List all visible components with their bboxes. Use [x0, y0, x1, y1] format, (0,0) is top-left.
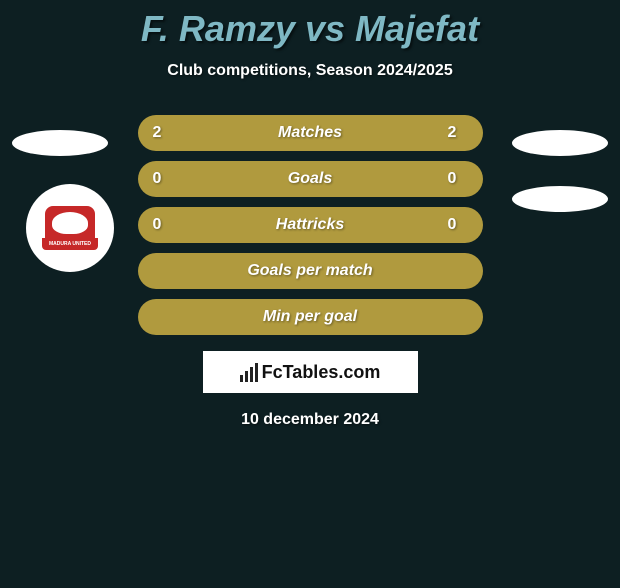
- stat-row-min-per-goal: Min per goal: [138, 299, 483, 335]
- stat-left-value: 2: [153, 124, 173, 142]
- comparison-title: F. Ramzy vs Majefat: [0, 8, 620, 50]
- stat-row-matches: 2 Matches 2: [138, 115, 483, 151]
- fctables-attribution[interactable]: FcTables.com: [203, 351, 418, 393]
- stat-label: Matches: [278, 124, 342, 142]
- club-logo-bull-icon: [52, 212, 88, 234]
- stat-left-value: 0: [153, 216, 173, 234]
- stat-label: Min per goal: [263, 308, 357, 326]
- stat-right-value: 0: [448, 216, 468, 234]
- stat-label: Goals per match: [247, 262, 372, 280]
- stat-label: Goals: [288, 170, 332, 188]
- player2-badge-1: [512, 130, 608, 156]
- player2-badge-2: [512, 186, 608, 212]
- stat-label: Hattricks: [276, 216, 344, 234]
- stat-row-hattricks: 0 Hattricks 0: [138, 207, 483, 243]
- date-label: 10 december 2024: [0, 411, 620, 429]
- stat-row-goals: 0 Goals 0: [138, 161, 483, 197]
- fctables-label: FcTables.com: [262, 362, 381, 383]
- stat-left-value: 0: [153, 170, 173, 188]
- comparison-subtitle: Club competitions, Season 2024/2025: [0, 62, 620, 80]
- stat-row-goals-per-match: Goals per match: [138, 253, 483, 289]
- stat-right-value: 0: [448, 170, 468, 188]
- club-logo-shield: [45, 206, 95, 240]
- club-logo: MADURA UNITED: [26, 184, 114, 272]
- player1-badge: [12, 130, 108, 156]
- stat-right-value: 2: [448, 124, 468, 142]
- chart-icon: [240, 362, 258, 382]
